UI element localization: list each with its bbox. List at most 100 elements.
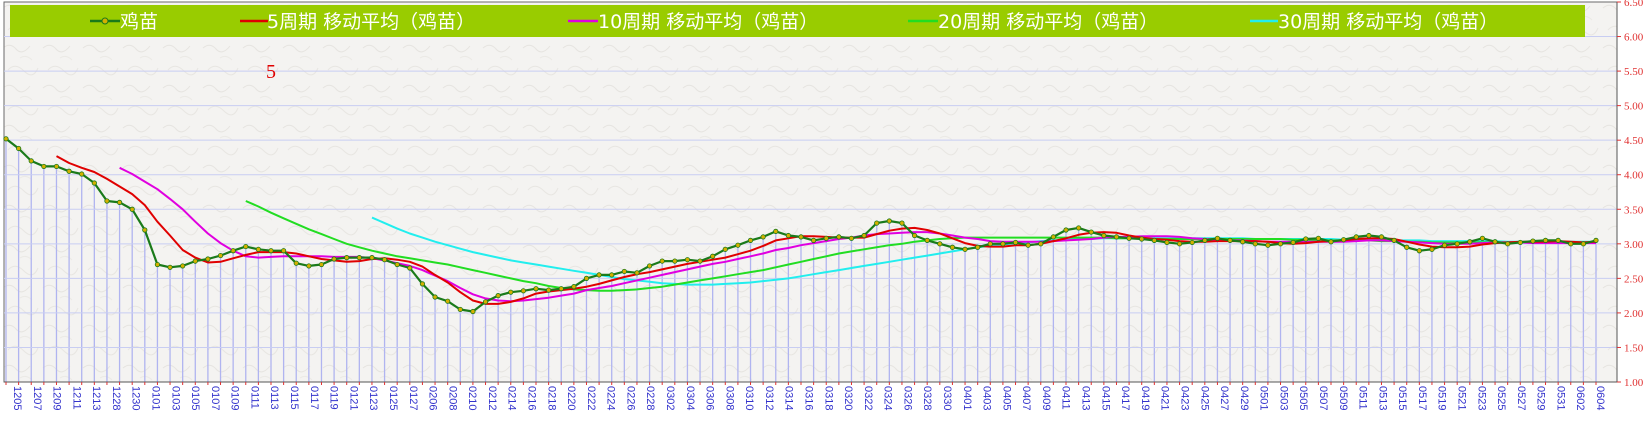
price-point — [356, 255, 362, 261]
price-point — [495, 293, 501, 299]
price-point — [129, 206, 135, 212]
chart-annotation: 5 — [266, 61, 276, 83]
price-point — [949, 244, 956, 250]
price-point — [1012, 239, 1019, 246]
price-point — [1315, 235, 1321, 241]
y-tick-label: 5.50 — [1624, 66, 1644, 78]
price-point — [331, 256, 337, 262]
legend-item-ma30: 30周期 移动平均（鸡苗） — [1250, 11, 1498, 33]
x-tick-label: 0525 — [1495, 386, 1507, 410]
price-point — [1341, 237, 1347, 243]
x-tick-label: 0101 — [150, 386, 162, 410]
price-point — [419, 281, 426, 287]
price-point — [41, 163, 47, 170]
price-point — [1404, 244, 1410, 250]
price-point — [344, 255, 350, 261]
price-point — [1555, 237, 1561, 243]
price-point — [1252, 241, 1258, 247]
price-point — [445, 298, 451, 304]
x-tick-label: 0103 — [169, 386, 181, 410]
x-tick-label: 0214 — [506, 386, 518, 410]
bars-layer — [5, 138, 1597, 382]
x-tick-label: 0318 — [822, 386, 834, 410]
price-point — [886, 218, 892, 224]
price-markers — [3, 136, 1599, 315]
price-point — [911, 232, 918, 239]
price-point — [1530, 238, 1536, 244]
x-tick-label: 0208 — [446, 386, 458, 410]
x-tick-label: 0515 — [1396, 386, 1408, 410]
price-point — [3, 136, 9, 142]
x-tick-label: 0312 — [763, 386, 775, 410]
price-point — [104, 198, 110, 204]
x-tick-label: 0415 — [1099, 386, 1111, 410]
x-tick-label: 0113 — [268, 386, 280, 410]
price-point — [369, 255, 375, 261]
x-tick-label: 1209 — [51, 386, 63, 410]
legend-label: 5周期 移动平均（鸡苗） — [267, 11, 475, 33]
x-tick-label: 1207 — [31, 386, 43, 410]
x-tick-label: 0121 — [347, 386, 359, 410]
price-point — [747, 237, 754, 243]
y-tick-label: 2.50 — [1624, 273, 1644, 285]
price-point — [1479, 235, 1486, 241]
x-tick-label: 0326 — [901, 386, 913, 410]
x-tick-label: 0111 — [248, 386, 260, 409]
x-tick-label: 0105 — [189, 386, 201, 410]
price-point — [1240, 239, 1246, 245]
x-tick-label: 0222 — [585, 386, 597, 410]
price-point — [836, 234, 842, 240]
price-point — [848, 235, 855, 241]
x-tick-label: 0523 — [1475, 386, 1487, 410]
x-tick-label: 0519 — [1436, 386, 1448, 410]
legend-marker — [101, 17, 109, 25]
price-point — [1303, 236, 1309, 242]
price-point — [1492, 239, 1498, 245]
x-tick-label: 0226 — [624, 386, 636, 410]
legend: 鸡苗 5周期 移动平均（鸡苗） 10周期 移动平均（鸡苗） 20周期 移动平均（鸡苗）… — [10, 5, 1585, 37]
x-tick-label: 0316 — [803, 386, 815, 410]
price-point — [1467, 239, 1473, 245]
price-point — [53, 163, 60, 170]
price-point — [1568, 241, 1574, 247]
price-point — [243, 243, 249, 250]
x-tick-label: 0330 — [941, 386, 953, 410]
x-tick-label: 0527 — [1515, 386, 1527, 410]
price-point — [1076, 225, 1082, 231]
x-tick-label: 0206 — [427, 386, 439, 410]
x-tick-label: 0604 — [1594, 386, 1606, 410]
price-point — [293, 260, 299, 266]
price-point — [1366, 232, 1372, 239]
price-point — [811, 237, 817, 243]
x-tick-label: 0531 — [1554, 386, 1566, 410]
x-tick-label: 0320 — [842, 386, 854, 410]
legend-label: 鸡苗 — [120, 11, 158, 33]
price-point — [1391, 237, 1397, 243]
price-point — [583, 275, 590, 281]
price-point — [710, 253, 716, 259]
x-tick-label: 0419 — [1139, 386, 1151, 410]
x-tick-label: 1205 — [11, 386, 23, 410]
price-point — [91, 180, 97, 186]
x-tick-label: 0322 — [862, 386, 874, 410]
legend-item-ma5: 5周期 移动平均（鸡苗） — [240, 11, 475, 33]
price-point — [1126, 235, 1132, 241]
price-point — [205, 256, 211, 262]
price-point — [432, 294, 438, 300]
y-axis: 1.00 1.50 2.00 2.50 3.00 3.50 4.00 4.50 5.00 5.50… — [1616, 0, 1644, 389]
price-point — [394, 261, 400, 268]
price-point — [457, 306, 463, 313]
x-tick-label: 0507 — [1317, 386, 1329, 410]
x-tick-label: 0409 — [1040, 386, 1052, 410]
price-point — [609, 272, 615, 278]
price-point — [1265, 242, 1271, 248]
x-tick-label: 0218 — [545, 386, 557, 410]
legend-item-ma10: 10周期 移动平均（鸡苗） — [568, 11, 818, 33]
x-tick-label: 0401 — [961, 386, 973, 410]
price-point — [1454, 241, 1460, 247]
price-point — [1000, 241, 1006, 247]
price-point — [142, 227, 148, 233]
price-point — [281, 248, 287, 254]
x-tick-label: 0228 — [644, 386, 656, 410]
